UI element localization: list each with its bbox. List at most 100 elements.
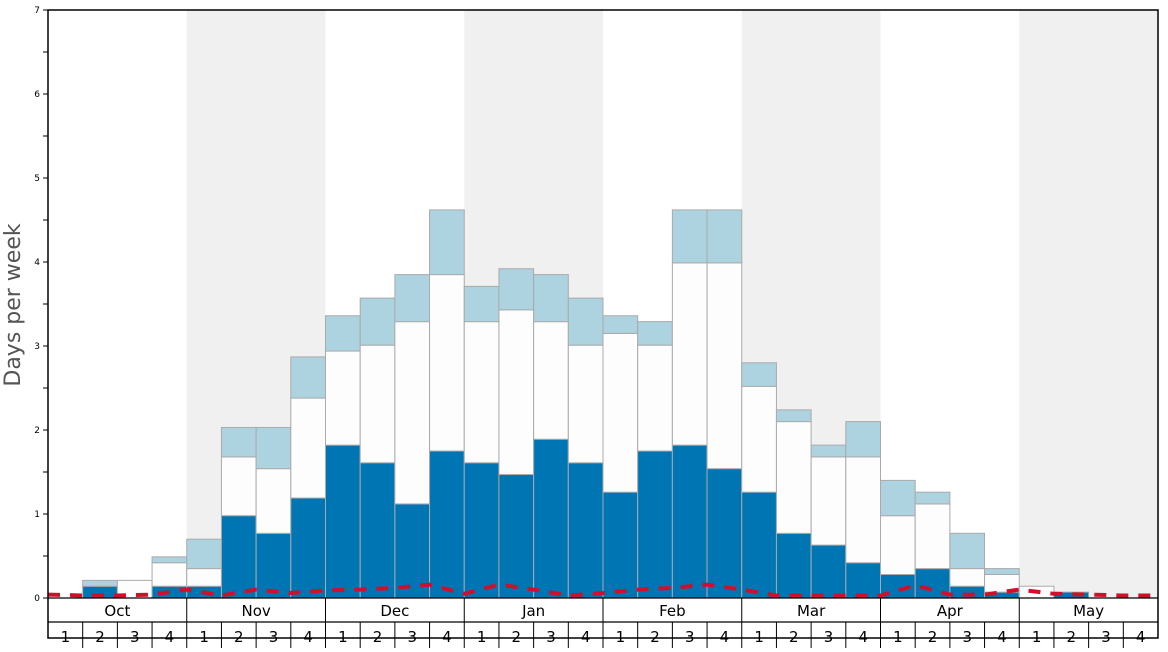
bar-segment xyxy=(359,297,396,346)
week-label: 4 xyxy=(997,628,1007,646)
bar-segment xyxy=(463,285,500,323)
month-label: Apr xyxy=(937,602,964,620)
bar-segment xyxy=(984,568,1020,575)
bar-segment xyxy=(82,579,118,587)
week-label: 4 xyxy=(1136,628,1146,646)
bar-segment xyxy=(567,462,604,599)
month-label: Dec xyxy=(380,602,409,620)
bar-segment xyxy=(914,491,951,505)
bar-segment xyxy=(671,209,708,264)
week-label: 3 xyxy=(685,628,695,646)
bar-segment xyxy=(567,297,604,346)
week-label: 2 xyxy=(373,628,383,646)
bar-segment xyxy=(602,491,639,599)
week-label: 1 xyxy=(61,628,71,646)
bar-segment xyxy=(359,344,396,464)
week-label: 3 xyxy=(407,628,417,646)
bar-segment xyxy=(429,450,465,599)
bar-segment xyxy=(637,321,673,346)
month-label: Mar xyxy=(797,602,826,620)
week-label: 4 xyxy=(720,628,730,646)
bar-segment xyxy=(706,468,743,599)
week-label: 3 xyxy=(546,628,556,646)
trend-line-group xyxy=(47,582,1158,598)
bar-segment xyxy=(914,503,951,570)
week-label: 1 xyxy=(477,628,487,646)
bar-segment xyxy=(949,568,986,587)
bar-segment xyxy=(810,444,847,458)
bar-segment xyxy=(880,479,916,517)
week-label: 4 xyxy=(581,628,591,646)
bar-segment xyxy=(533,274,569,323)
y-tick-label: 1 xyxy=(34,510,40,520)
week-label: 1 xyxy=(616,628,626,646)
week-label: 1 xyxy=(338,628,348,646)
bar-segment xyxy=(290,497,326,599)
bar-segment xyxy=(429,209,465,276)
y-tick-label: 7 xyxy=(34,6,40,16)
week-label: 1 xyxy=(893,628,903,646)
bar-segment xyxy=(151,556,188,564)
axes-group: 0 1 2 3 4 5 6 7 Oct Nov Dec Jan Feb Mar Apr May 1 2 3 4 1 2 3 4… xyxy=(34,6,1159,648)
bar-segment xyxy=(671,262,708,446)
bar-segment xyxy=(498,474,535,599)
y-axis-label: Days per week xyxy=(1,223,26,386)
bar-segment xyxy=(394,321,431,505)
bar-segment xyxy=(602,315,639,334)
week-label: 4 xyxy=(303,628,313,646)
y-tick-label: 6 xyxy=(34,90,40,100)
week-label: 2 xyxy=(928,628,938,646)
bar-segment xyxy=(949,532,986,570)
bar-segment xyxy=(741,491,777,599)
month-label: Oct xyxy=(104,602,130,620)
month-band-may xyxy=(1019,10,1158,598)
bar-segment xyxy=(463,462,500,599)
bar-segment xyxy=(186,538,222,570)
bar-segment xyxy=(151,562,188,587)
y-tick-label: 0 xyxy=(34,594,40,604)
week-label: 2 xyxy=(650,628,660,646)
month-label: Nov xyxy=(241,602,270,620)
week-label: 1 xyxy=(199,628,209,646)
bar-segment xyxy=(706,262,743,470)
bar-segment xyxy=(706,209,743,264)
month-label: Feb xyxy=(659,602,686,620)
bar-segment xyxy=(741,362,777,387)
bar-segment xyxy=(255,426,292,470)
week-label: 3 xyxy=(1101,628,1111,646)
bar-segment xyxy=(394,274,431,323)
week-label: 2 xyxy=(789,628,799,646)
week-label: 3 xyxy=(962,628,972,646)
bar-segment xyxy=(533,321,569,440)
bar-segment xyxy=(220,426,257,458)
y-tick-label: 5 xyxy=(34,174,40,184)
bar-segment xyxy=(810,456,847,546)
bar-segment xyxy=(429,274,465,452)
bar-segment xyxy=(463,321,500,464)
bar-segment xyxy=(255,532,292,599)
bar-segment xyxy=(637,450,673,599)
week-label: 3 xyxy=(824,628,834,646)
y-tick-label: 2 xyxy=(34,426,40,436)
week-label: 2 xyxy=(234,628,244,646)
bar-segment xyxy=(533,438,569,599)
week-label: 1 xyxy=(1032,628,1042,646)
bar-segment xyxy=(567,344,604,464)
week-label: 2 xyxy=(512,628,522,646)
week-label: 4 xyxy=(165,628,175,646)
week-label: 3 xyxy=(269,628,279,646)
bar-segment xyxy=(741,385,777,493)
week-label: 1 xyxy=(754,628,764,646)
week-label: 3 xyxy=(130,628,140,646)
week-label: 4 xyxy=(858,628,868,646)
bar-segment xyxy=(359,462,396,599)
bar-segment xyxy=(186,568,222,587)
bar-segment xyxy=(671,444,708,599)
week-label: 2 xyxy=(1067,628,1077,646)
bar-segment xyxy=(498,268,535,311)
bar-segment xyxy=(845,456,881,564)
bar-segment xyxy=(845,421,881,458)
bar-segment xyxy=(775,409,812,423)
